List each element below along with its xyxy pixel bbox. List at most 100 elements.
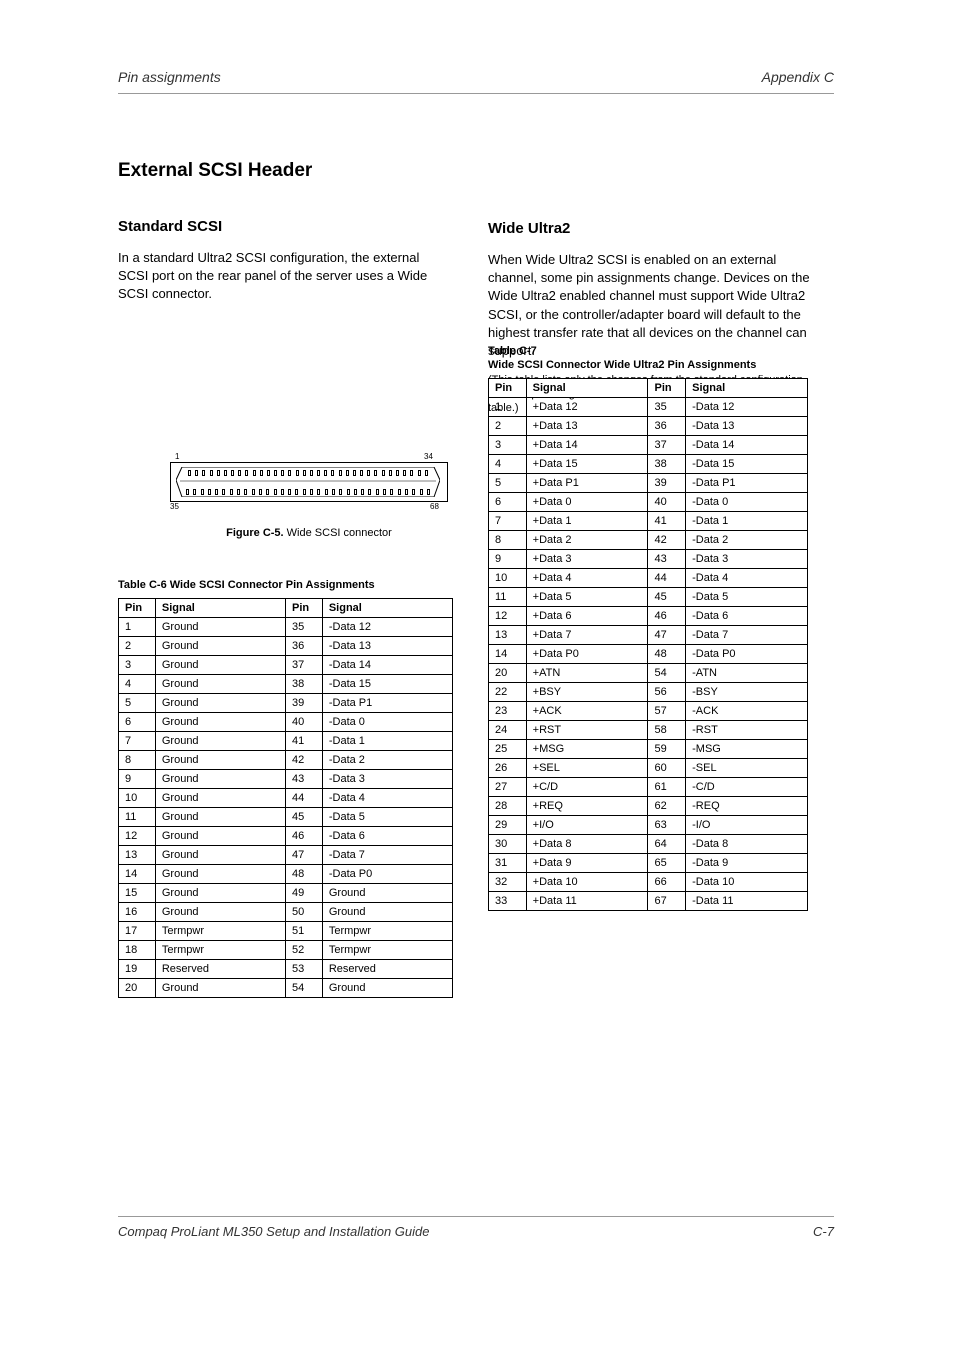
cell-signal: +Data 14: [526, 436, 648, 455]
cell-signal: +C/D: [526, 778, 648, 797]
cell-signal: -ACK: [686, 702, 808, 721]
cell-pin: 36: [285, 637, 322, 656]
table-row: 2Ground36-Data 13: [119, 637, 453, 656]
cell-pin: 8: [119, 751, 156, 770]
pin-row-bottom: [184, 489, 432, 495]
pin-row-top: [186, 470, 430, 476]
cell-pin: 63: [648, 816, 686, 835]
cell-pin: 42: [285, 751, 322, 770]
pin-label-35: 35: [170, 502, 179, 511]
cell-signal: +Data 12: [526, 398, 648, 417]
cell-signal: Ground: [155, 808, 285, 827]
cell-pin: 33: [489, 892, 527, 911]
cell-signal: -Data 1: [686, 512, 808, 531]
cell-pin: 10: [119, 789, 156, 808]
table-row: 5Ground39-Data P1: [119, 694, 453, 713]
header-right: Appendix C: [762, 69, 834, 85]
cell-signal: -Data 6: [322, 827, 452, 846]
cell-signal: Termpwr: [155, 922, 285, 941]
table-row: 20+ATN54-ATN: [489, 664, 808, 683]
cell-pin: 44: [648, 569, 686, 588]
cell-signal: Ground: [155, 770, 285, 789]
cell-signal: -Data 9: [686, 854, 808, 873]
cell-signal: -Data 12: [686, 398, 808, 417]
cell-pin: 12: [489, 607, 527, 626]
cell-pin: 16: [119, 903, 156, 922]
cell-signal: -Data 14: [322, 656, 452, 675]
cell-signal: -Data 3: [686, 550, 808, 569]
cell-signal: +Data 5: [526, 588, 648, 607]
cell-signal: +Data 6: [526, 607, 648, 626]
cell-signal: +Data 11: [526, 892, 648, 911]
table-row: 14+Data P048-Data P0: [489, 645, 808, 664]
cell-signal: -MSG: [686, 740, 808, 759]
cell-pin: 39: [285, 694, 322, 713]
cell-signal: Termpwr: [322, 922, 452, 941]
table-row: 1+Data 1235-Data 12: [489, 398, 808, 417]
table-row: 19Reserved53Reserved: [119, 960, 453, 979]
table-row: 11Ground45-Data 5: [119, 808, 453, 827]
cell-pin: 35: [285, 618, 322, 637]
cell-pin: 3: [119, 656, 156, 675]
cell-pin: 20: [119, 979, 156, 998]
cell-pin: 60: [648, 759, 686, 778]
cell-signal: +Data 2: [526, 531, 648, 550]
table-row: 15Ground49Ground: [119, 884, 453, 903]
footer-left: Compaq ProLiant ML350 Setup and Installa…: [118, 1224, 429, 1239]
cell-signal: Ground: [155, 694, 285, 713]
cell-signal: Ground: [155, 884, 285, 903]
cell-pin: 20: [489, 664, 527, 683]
cell-signal: -ATN: [686, 664, 808, 683]
cell-signal: +RST: [526, 721, 648, 740]
cell-pin: 13: [489, 626, 527, 645]
cell-signal: -Data 4: [322, 789, 452, 808]
figure-label: Wide SCSI connector: [284, 527, 392, 539]
cell-signal: -Data 2: [686, 531, 808, 550]
cell-signal: -Data P0: [686, 645, 808, 664]
cell-signal: Ground: [155, 713, 285, 732]
cell-signal: Ground: [155, 732, 285, 751]
cell-pin: 13: [119, 846, 156, 865]
table-row: 26+SEL60-SEL: [489, 759, 808, 778]
cell-pin: 11: [489, 588, 527, 607]
cell-pin: 41: [648, 512, 686, 531]
cell-signal: -Data 12: [322, 618, 452, 637]
cell-signal: +Data 15: [526, 455, 648, 474]
cell-pin: 45: [648, 588, 686, 607]
footer-rule: [118, 1216, 834, 1217]
cell-signal: +Data 1: [526, 512, 648, 531]
cell-pin: 59: [648, 740, 686, 759]
cell-signal: -BSY: [686, 683, 808, 702]
cell-pin: 7: [119, 732, 156, 751]
paragraph-standard-scsi: In a standard Ultra2 SCSI configuration,…: [118, 249, 448, 304]
table-row: 22+BSY56-BSY: [489, 683, 808, 702]
cell-signal: -Data 6: [686, 607, 808, 626]
cell-signal: +Data 9: [526, 854, 648, 873]
cell-pin: 54: [285, 979, 322, 998]
cell-pin: 65: [648, 854, 686, 873]
cell-signal: -Data 15: [322, 675, 452, 694]
cell-signal: Termpwr: [155, 941, 285, 960]
cell-signal: Ground: [155, 827, 285, 846]
cell-pin: 43: [285, 770, 322, 789]
cell-signal: Termpwr: [322, 941, 452, 960]
cell-signal: -C/D: [686, 778, 808, 797]
cell-pin: 37: [648, 436, 686, 455]
cell-signal: Ground: [322, 884, 452, 903]
cell-signal: +Data 8: [526, 835, 648, 854]
cell-signal: +Data 3: [526, 550, 648, 569]
cell-signal: Ground: [155, 789, 285, 808]
table-row: 9Ground43-Data 3: [119, 770, 453, 789]
cell-signal: -Data 13: [686, 417, 808, 436]
page: Pin assignments Appendix C External SCSI…: [0, 0, 954, 1345]
cell-pin: 19: [119, 960, 156, 979]
cell-signal: Ground: [155, 751, 285, 770]
cell-signal: Ground: [155, 618, 285, 637]
cell-signal: -I/O: [686, 816, 808, 835]
table-row: 5+Data P139-Data P1: [489, 474, 808, 493]
cell-signal: -Data P0: [322, 865, 452, 884]
cell-pin: 14: [489, 645, 527, 664]
cell-signal: -Data 7: [686, 626, 808, 645]
cell-signal: -Data 14: [686, 436, 808, 455]
cell-signal: +BSY: [526, 683, 648, 702]
